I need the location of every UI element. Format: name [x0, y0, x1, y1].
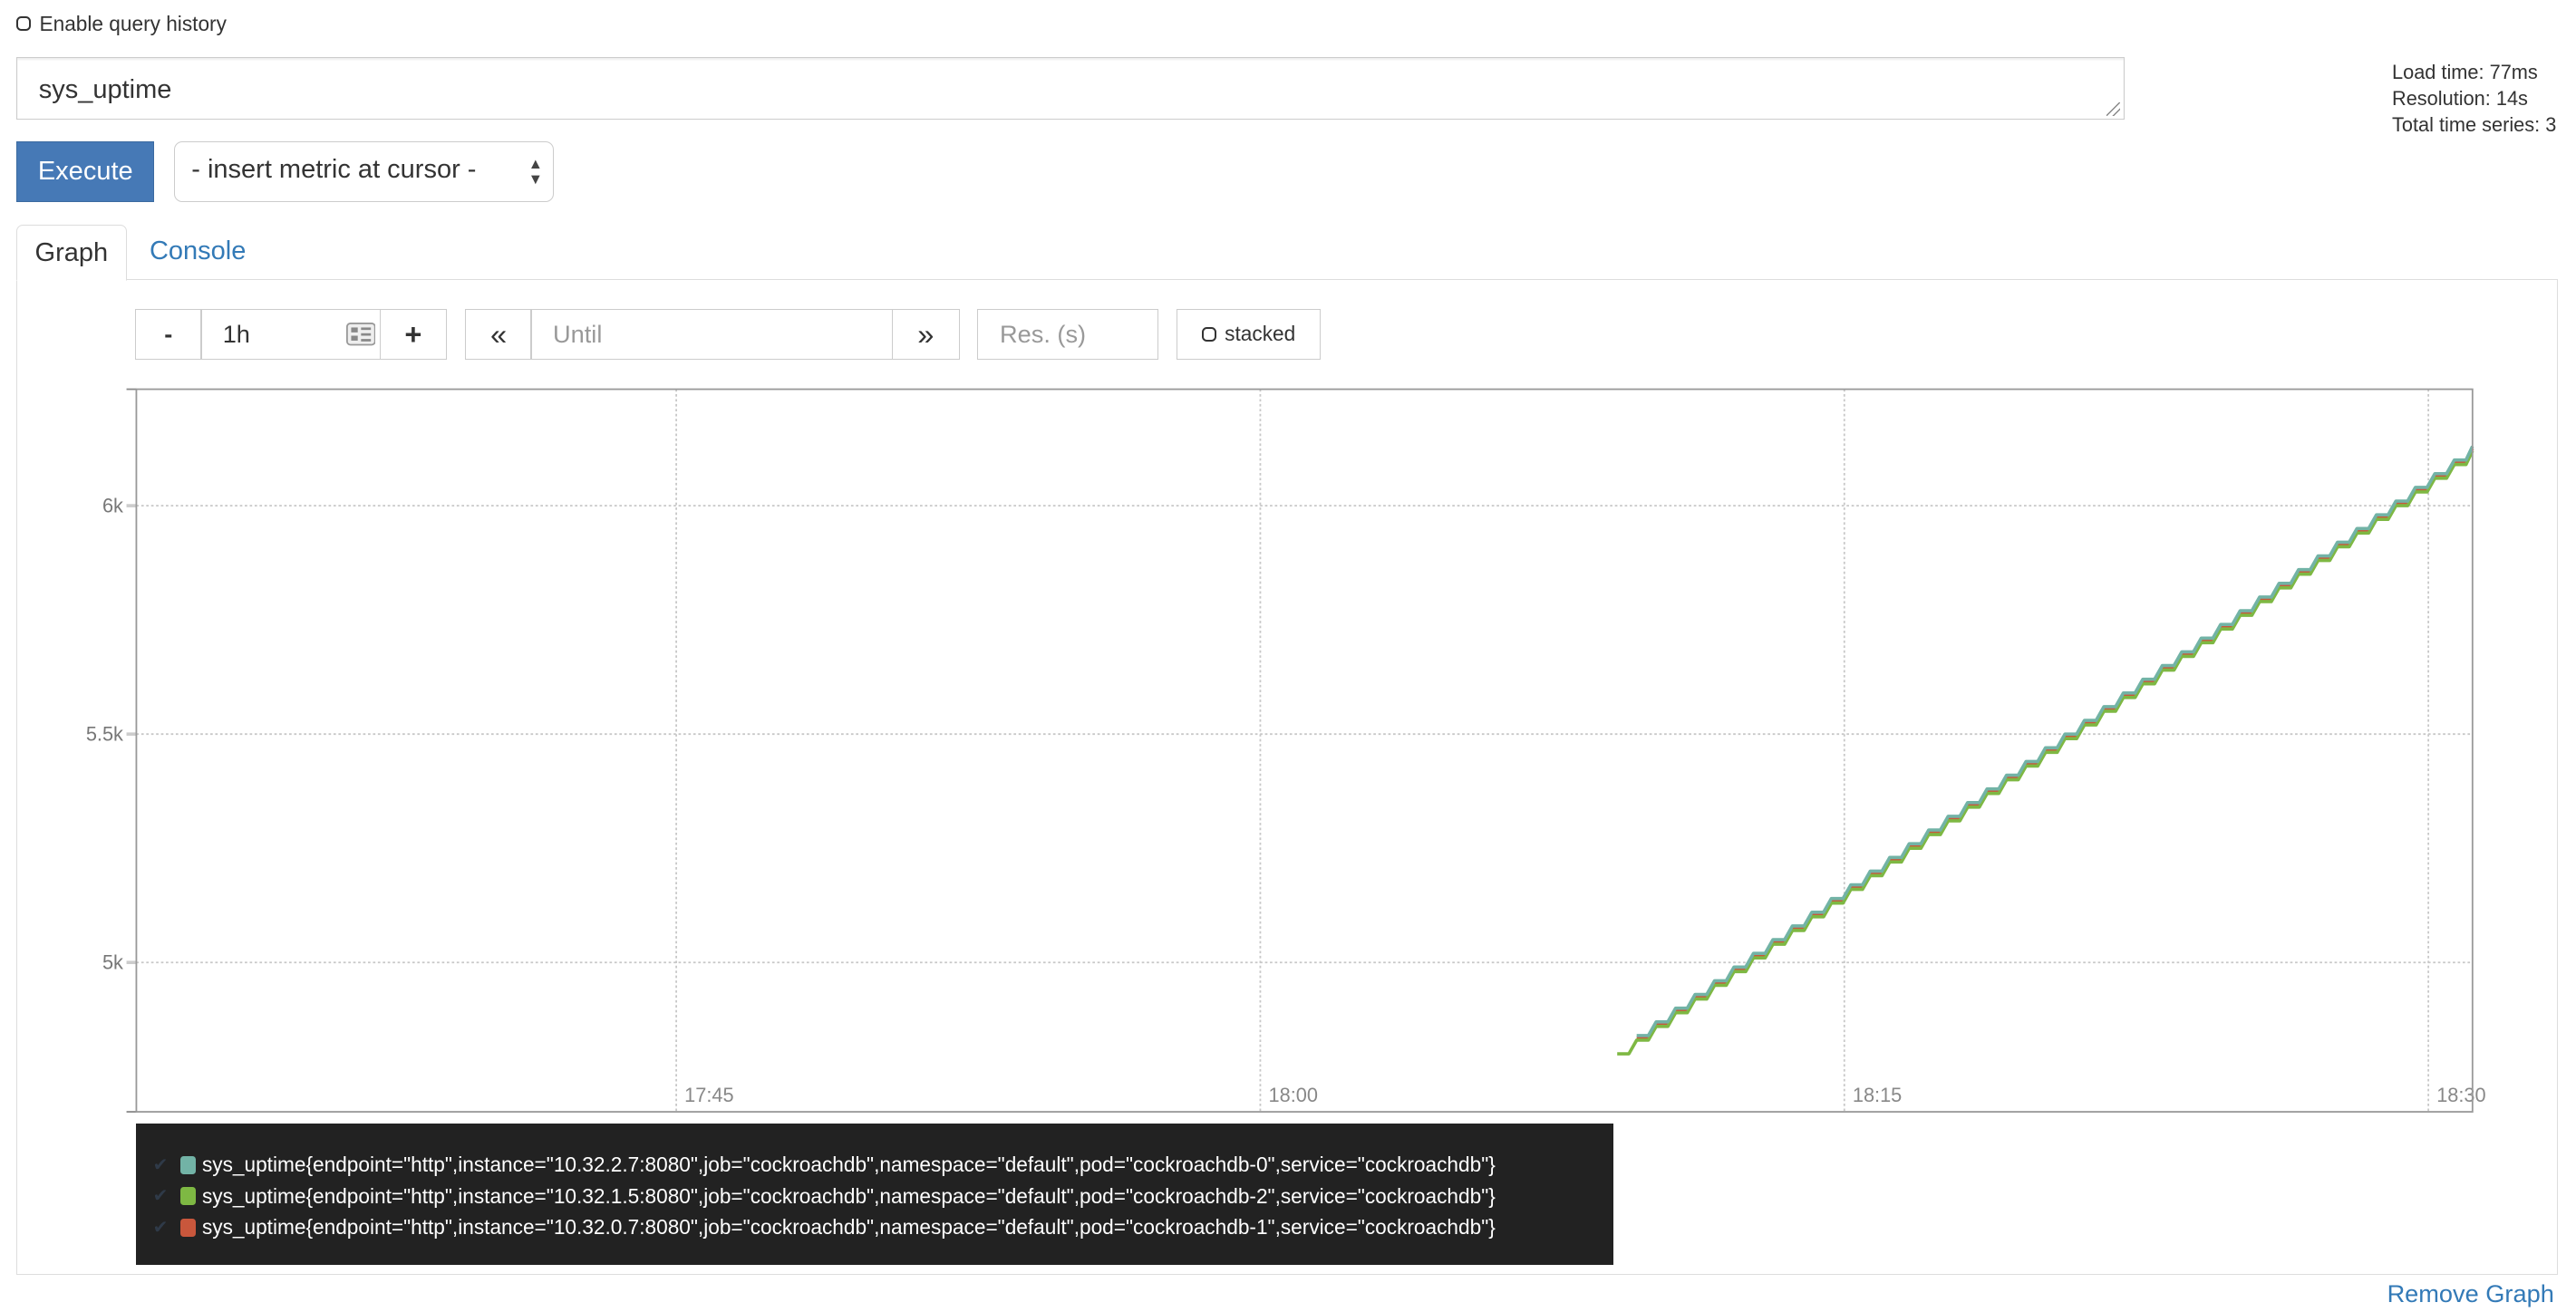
- query-history-label: Enable query history: [39, 11, 227, 35]
- stacked-label: stacked: [1225, 322, 1296, 346]
- tab-graph[interactable]: Graph: [16, 225, 127, 281]
- time-back-button[interactable]: «: [464, 308, 533, 360]
- stacked-toggle[interactable]: stacked: [1176, 308, 1322, 360]
- legend-label: sys_uptime{endpoint="http",instance="10.…: [201, 1215, 1496, 1240]
- x-tick-label: 18:15: [1853, 1084, 1902, 1106]
- insert-metric-selected: - insert metric at cursor -: [191, 155, 477, 185]
- check-icon[interactable]: ✔: [152, 1217, 169, 1238]
- check-icon[interactable]: ✔: [152, 1186, 169, 1207]
- y-tick-label: 5k: [102, 950, 123, 973]
- time-forward-button[interactable]: »: [892, 308, 960, 360]
- y-tick-label: 6k: [102, 494, 123, 516]
- total-time-series: Total time series: 3: [2392, 113, 2557, 137]
- range-input[interactable]: 1h: [200, 308, 382, 360]
- series-line: [1636, 448, 2474, 1040]
- remove-graph-link[interactable]: Remove Graph: [2387, 1278, 2554, 1307]
- expression-input[interactable]: sys_uptime: [16, 57, 2125, 121]
- graph-legend: ✔ sys_uptime{endpoint="http",instance="10…: [136, 1123, 1613, 1265]
- expression-value: sys_uptime: [38, 74, 172, 104]
- query-history-checkbox[interactable]: [16, 16, 32, 32]
- calendar-icon[interactable]: [345, 323, 376, 346]
- tab-console[interactable]: Console: [149, 236, 247, 265]
- query-stats: Load time: 77ms Resolution: 14s Total ti…: [2392, 59, 2556, 138]
- load-time: Load time: 77ms: [2392, 61, 2538, 84]
- resolution: Resolution: 14s: [2392, 87, 2528, 111]
- select-arrows-icon: ▲ ▼: [528, 156, 543, 188]
- range-value: 1h: [222, 319, 250, 348]
- y-tick-label: 5.5k: [86, 722, 123, 745]
- stacked-checkbox[interactable]: [1201, 326, 1217, 342]
- plot-frame: [135, 388, 2474, 1113]
- legend-item[interactable]: ✔ sys_uptime{endpoint="http",instance="10…: [136, 1150, 1612, 1181]
- range-increase-button[interactable]: +: [379, 308, 447, 360]
- series-line: [1617, 449, 2474, 1056]
- series-color-swatch: [180, 1218, 196, 1237]
- check-icon[interactable]: ✔: [152, 1154, 169, 1175]
- legend-label: sys_uptime{endpoint="http",instance="10.…: [201, 1153, 1496, 1177]
- x-tick-label: 18:30: [2436, 1084, 2485, 1106]
- x-tick-label: 17:45: [684, 1084, 733, 1106]
- series-color-swatch: [180, 1156, 196, 1174]
- insert-metric-select[interactable]: - insert metric at cursor - ▲ ▼: [174, 140, 554, 202]
- series-line: [1636, 445, 2474, 1037]
- graph-tab-pane: [16, 279, 2559, 1275]
- query-history-toggle[interactable]: Enable query history: [16, 12, 227, 36]
- range-decrease-button[interactable]: -: [134, 308, 202, 360]
- series-color-swatch: [180, 1187, 196, 1206]
- legend-item[interactable]: ✔ sys_uptime{endpoint="http",instance="10…: [136, 1212, 1612, 1243]
- legend-item[interactable]: ✔ sys_uptime{endpoint="http",instance="10…: [136, 1181, 1612, 1211]
- resolution-input[interactable]: Res. (s): [977, 308, 1158, 360]
- legend-label: sys_uptime{endpoint="http",instance="10.…: [201, 1183, 1496, 1208]
- resize-grip-icon[interactable]: [2106, 102, 2120, 116]
- execute-button[interactable]: Execute: [16, 140, 155, 202]
- x-tick-label: 18:00: [1269, 1084, 1318, 1106]
